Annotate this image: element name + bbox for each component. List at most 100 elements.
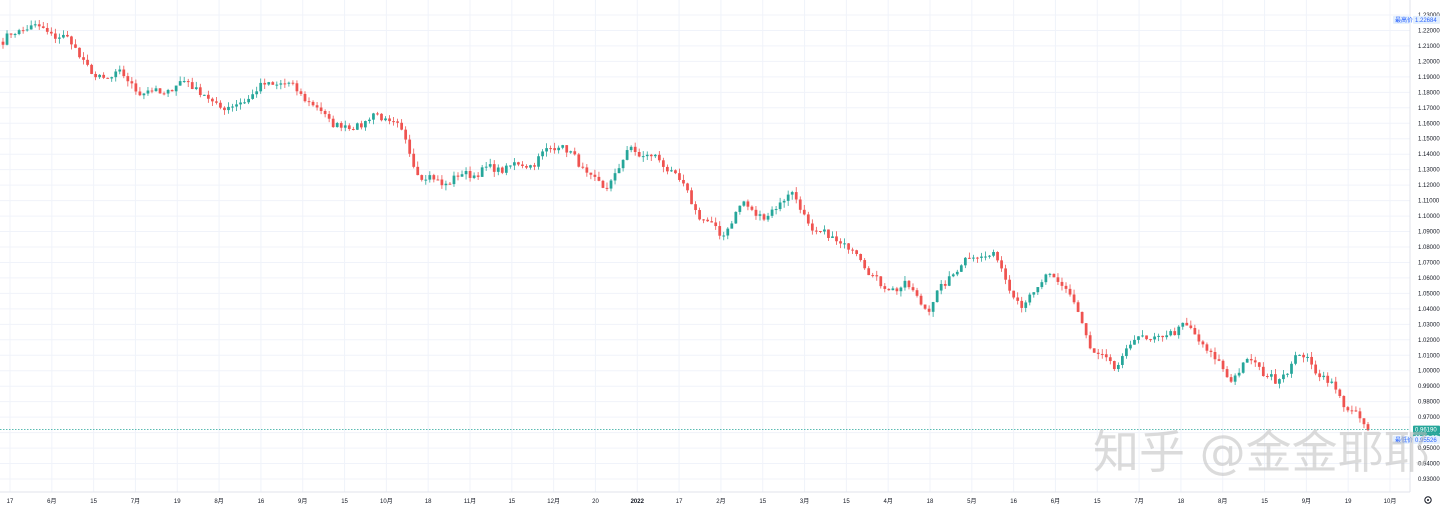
candle-body: [951, 274, 955, 277]
price-tick-label: 1.06000: [1418, 276, 1440, 282]
low-label-badge: 最低价: [1395, 436, 1413, 444]
candle-body: [335, 123, 339, 128]
candle-body: [597, 176, 601, 181]
candle-body: [9, 33, 13, 35]
candle-body: [190, 82, 194, 90]
candle-body: [895, 288, 899, 292]
candle-body: [1221, 360, 1225, 370]
candle-body: [1249, 358, 1253, 361]
candle-body: [923, 304, 927, 309]
candle-body: [653, 154, 657, 157]
current-price-badge: 0.96190: [1415, 428, 1437, 434]
candle-body: [259, 82, 263, 92]
candle-body: [968, 257, 971, 259]
candle-body: [1028, 294, 1032, 303]
time-tick-label: 15: [1094, 499, 1101, 505]
candle-body: [629, 146, 633, 151]
candle-body: [227, 106, 230, 111]
candle-body: [70, 36, 73, 45]
candle-body: [565, 145, 569, 153]
candle-body: [118, 69, 122, 72]
candle-body: [53, 33, 57, 39]
candle-body: [911, 287, 915, 291]
candle-body: [915, 290, 919, 296]
candle-body: [150, 90, 154, 92]
candle-body: [1016, 297, 1020, 301]
candle-body: [819, 231, 822, 233]
candle-body: [500, 167, 504, 173]
candle-body: [5, 33, 9, 45]
candle-body: [529, 165, 532, 168]
candle-body: [899, 287, 903, 292]
candle-body: [355, 123, 359, 130]
price-tick-label: 1.19000: [1418, 75, 1440, 81]
candle-body: [621, 159, 625, 169]
time-tick-label: 10月: [380, 498, 393, 505]
candle-body: [674, 170, 677, 174]
candle-body: [255, 91, 259, 95]
price-tick-label: 1.17000: [1418, 106, 1440, 112]
candle-body: [1064, 285, 1068, 289]
candle-body: [1362, 418, 1366, 425]
price-tick-label: 0.98000: [1418, 400, 1440, 406]
price-tick-label: 1.13000: [1418, 168, 1440, 174]
candle-body: [1366, 424, 1370, 431]
time-tick-label: 8月: [214, 498, 223, 505]
price-tick-label: 1.20000: [1418, 59, 1440, 65]
time-tick-label: 19: [1345, 499, 1352, 505]
candle-body: [1056, 277, 1060, 282]
candle-body: [670, 170, 673, 172]
candle-body: [283, 83, 287, 85]
candle-body: [561, 145, 565, 148]
candle-body: [343, 125, 347, 128]
low-price-badge-bg: [1413, 435, 1440, 444]
candle-body: [456, 175, 460, 177]
candle-body: [863, 260, 867, 269]
candle-body: [440, 179, 444, 186]
time-tick-label: 2月: [716, 498, 725, 505]
time-axis[interactable]: 17 6月 15 7月 19 8月 16 9月 15 10月 18 11月 15 12月 20 2022 17 2…: [0, 491, 1410, 505]
candle-body: [223, 107, 226, 111]
candle-body: [927, 308, 931, 312]
time-tick-label: 17: [676, 499, 683, 505]
candle-body: [198, 87, 202, 95]
candle-body: [1346, 407, 1350, 411]
price-axis[interactable]: 0.930000.940000.950000.960000.970000.980…: [1409, 0, 1440, 492]
candle-body: [247, 98, 250, 103]
candle-body: [823, 229, 826, 232]
price-tick-label: 1.02000: [1418, 338, 1440, 344]
candle-body: [1000, 260, 1003, 269]
candle-body: [154, 88, 158, 92]
candle-body: [74, 44, 77, 48]
candle-body: [110, 77, 114, 79]
candle-body: [609, 180, 613, 189]
time-tick-label: 5月: [967, 498, 976, 505]
candle-body: [843, 243, 846, 245]
time-tick-label: 7月: [131, 498, 140, 505]
candle-body: [1245, 358, 1249, 363]
candle-body: [206, 94, 210, 99]
price-tick-label: 1.16000: [1418, 121, 1440, 127]
candle-body: [404, 129, 408, 140]
candle-body: [444, 183, 448, 186]
candle-body: [661, 160, 665, 167]
candle-body: [686, 183, 689, 191]
candle-body: [472, 175, 476, 178]
candle-body: [770, 209, 774, 216]
candle-body: [323, 111, 327, 115]
candle-body: [525, 166, 528, 168]
candle-body: [351, 128, 355, 130]
candle-body: [996, 252, 999, 261]
settings-gear-icon[interactable]: [1424, 496, 1432, 504]
candle-body: [194, 87, 198, 90]
candle-body: [605, 187, 609, 189]
candle-body: [545, 148, 548, 152]
candle-body: [847, 243, 850, 250]
candle-body: [690, 190, 693, 205]
candle-body: [794, 192, 798, 200]
candle-body: [400, 122, 403, 130]
candle-body: [537, 156, 540, 167]
time-tick-label: 12月: [547, 498, 560, 505]
